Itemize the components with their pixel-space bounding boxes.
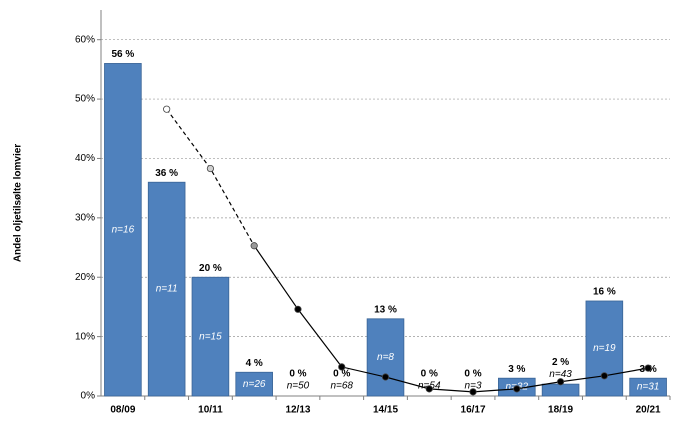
- trend-marker: [469, 388, 477, 396]
- x-tick-label: 08/09: [110, 405, 135, 416]
- x-tick-label: 18/19: [548, 405, 573, 416]
- y-tick-label: 60%: [75, 34, 95, 45]
- value-label: 36 %: [155, 168, 178, 179]
- trend-marker: [513, 385, 521, 393]
- value-label: 56 %: [111, 49, 134, 60]
- x-tick-label: 20/21: [636, 405, 661, 416]
- value-label: 0 %: [421, 369, 438, 380]
- y-tick-label: 10%: [75, 331, 95, 342]
- bar: [541, 383, 580, 397]
- y-tick-label: 0%: [81, 391, 96, 402]
- n-label: n=3: [465, 381, 482, 392]
- n-label: n=16: [112, 224, 135, 235]
- y-tick-label: 50%: [75, 94, 95, 105]
- trend-marker: [600, 372, 608, 380]
- trend-marker: [381, 373, 390, 381]
- bar: [629, 377, 667, 397]
- bar: [235, 371, 273, 397]
- n-label: n=19: [593, 343, 616, 354]
- bar: [104, 63, 142, 397]
- n-label: n=50: [287, 381, 310, 392]
- y-tick-label: 20%: [75, 272, 95, 283]
- y-axis-label: Andel oljetilsølte lomvier: [13, 144, 24, 262]
- value-label: 16 %: [593, 287, 616, 298]
- value-label: 0 %: [464, 369, 481, 380]
- value-label: 0 %: [333, 369, 350, 380]
- n-label: n=26: [243, 379, 266, 390]
- x-tick-label: 16/17: [461, 405, 486, 416]
- trend-marker: [644, 364, 652, 372]
- bar: [366, 318, 405, 397]
- n-label: n=15: [199, 331, 222, 342]
- y-tick-label: 30%: [75, 212, 95, 223]
- bar: [191, 276, 230, 397]
- value-label: 2 %: [552, 357, 569, 368]
- value-label: 0 %: [289, 369, 306, 380]
- value-label: 3 %: [508, 364, 525, 375]
- trend-marker: [206, 164, 215, 173]
- x-tick-label: 14/15: [373, 405, 398, 416]
- value-label: 20 %: [199, 263, 222, 274]
- trend-marker: [425, 385, 433, 393]
- n-label: n=68: [330, 381, 353, 392]
- x-tick-label: 10/11: [198, 405, 223, 416]
- x-tick-label: 12/13: [285, 405, 310, 416]
- n-label: n=43: [549, 369, 572, 380]
- value-label: 4 %: [246, 358, 263, 369]
- bar: [147, 181, 186, 397]
- y-tick-label: 40%: [75, 153, 95, 164]
- n-label: n=31: [637, 382, 660, 393]
- value-label: 13 %: [374, 304, 397, 315]
- n-label: n=8: [377, 352, 394, 363]
- bar: [585, 300, 624, 397]
- trend-marker: [250, 242, 258, 250]
- n-label: n=11: [156, 284, 178, 295]
- trend-marker: [294, 305, 302, 313]
- trend-marker: [338, 363, 346, 371]
- trend-marker: [163, 105, 171, 113]
- trend-line: [253, 245, 649, 393]
- trend-marker: [556, 378, 565, 386]
